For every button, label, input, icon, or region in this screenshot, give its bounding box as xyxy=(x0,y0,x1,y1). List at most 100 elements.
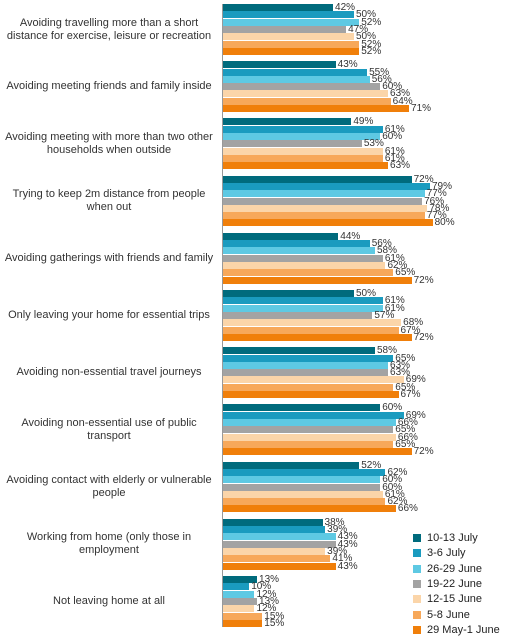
legend-swatch xyxy=(413,534,421,542)
value-label: 60% xyxy=(382,81,403,93)
category-label: Avoiding meeting with more than two othe… xyxy=(5,130,213,156)
bar xyxy=(223,290,354,297)
value-label: 43% xyxy=(337,560,358,572)
value-label: 52% xyxy=(361,45,382,57)
bar xyxy=(223,468,386,476)
bar xyxy=(223,254,383,262)
bar xyxy=(223,605,255,613)
bar xyxy=(223,505,396,513)
value-label: 63% xyxy=(390,359,411,371)
bar xyxy=(223,105,410,112)
legend-swatch xyxy=(413,549,421,558)
value-label: 39% xyxy=(327,524,348,536)
bar xyxy=(223,90,389,98)
bar xyxy=(223,333,412,341)
legend-swatch xyxy=(413,595,421,604)
value-label: 67% xyxy=(400,324,421,336)
value-label: 58% xyxy=(376,345,397,357)
bar xyxy=(223,347,375,355)
legend-swatch xyxy=(413,625,421,634)
bar xyxy=(223,190,425,198)
bar xyxy=(223,232,339,240)
bar xyxy=(223,133,381,140)
bar xyxy=(223,219,433,227)
bar xyxy=(223,411,404,419)
bar xyxy=(223,276,412,284)
bar xyxy=(223,11,354,19)
value-label: 65% xyxy=(395,352,416,364)
value-label: 39% xyxy=(327,546,348,557)
category-label: Avoiding travelling more than a short di… xyxy=(6,16,212,42)
value-label: 50% xyxy=(356,9,377,21)
legend-label: 3-6 July xyxy=(427,547,466,560)
value-label: 62% xyxy=(387,466,408,478)
bar xyxy=(223,311,373,319)
legend-label: 26-29 June xyxy=(427,562,483,575)
bar xyxy=(223,383,394,391)
value-label: 69% xyxy=(405,374,426,386)
value-label: 15% xyxy=(264,610,285,622)
bar xyxy=(223,326,399,334)
bar xyxy=(223,562,336,570)
category-label: Avoiding meeting friends and family insi… xyxy=(6,80,212,93)
bar xyxy=(223,147,383,155)
bar xyxy=(223,61,336,69)
bar xyxy=(223,433,396,441)
value-label: 55% xyxy=(369,66,390,78)
category-label: Avoiding non-essential use of public tra… xyxy=(21,416,197,442)
value-label: 61% xyxy=(384,252,405,264)
bar xyxy=(223,125,383,133)
value-label: 52% xyxy=(361,38,382,50)
value-label: 60% xyxy=(382,402,403,414)
bar xyxy=(223,47,360,55)
bar xyxy=(223,518,323,526)
bar xyxy=(223,376,404,384)
bar xyxy=(223,426,394,434)
bar xyxy=(223,4,334,11)
value-label: 52% xyxy=(361,459,382,471)
legend-swatch xyxy=(413,579,421,588)
bar xyxy=(223,448,412,456)
value-label: 76% xyxy=(424,195,445,207)
category-label: Avoiding non-essential travel journeys xyxy=(16,366,202,379)
value-label: 49% xyxy=(353,116,374,128)
legend-swatch xyxy=(413,610,421,619)
category-label: Avoiding gatherings with friends and fam… xyxy=(4,251,214,264)
value-label: 50% xyxy=(356,31,377,43)
bar xyxy=(223,162,389,170)
bar xyxy=(223,612,263,620)
bar xyxy=(223,68,368,76)
value-label: 65% xyxy=(395,267,416,279)
value-label: 67% xyxy=(400,389,421,400)
bar xyxy=(223,212,425,220)
bar xyxy=(223,269,394,277)
value-label: 60% xyxy=(382,481,403,493)
bar xyxy=(223,175,412,183)
value-label: 13% xyxy=(259,574,280,585)
value-label: 12% xyxy=(256,588,277,600)
value-label: 71% xyxy=(411,103,432,114)
value-label: 62% xyxy=(387,260,408,271)
legend-item: 26-29 June xyxy=(413,563,482,575)
bar xyxy=(223,583,250,591)
bar xyxy=(223,197,423,205)
value-label: 72% xyxy=(413,446,434,458)
legend-item: 29 May-1 June xyxy=(413,624,500,636)
bar xyxy=(223,247,375,255)
value-label: 53% xyxy=(363,138,384,150)
bar xyxy=(223,240,370,248)
bar xyxy=(223,391,399,398)
value-label: 66% xyxy=(397,431,418,443)
value-label: 43% xyxy=(337,538,358,550)
value-label: 61% xyxy=(384,302,405,314)
value-label: 47% xyxy=(348,23,369,35)
bar xyxy=(223,369,389,377)
bar xyxy=(223,490,383,498)
value-label: 72% xyxy=(413,331,434,343)
bar xyxy=(223,440,394,448)
bar xyxy=(223,404,381,412)
value-label: 62% xyxy=(387,496,408,508)
value-label: 41% xyxy=(332,553,353,565)
value-label: 43% xyxy=(337,531,358,543)
